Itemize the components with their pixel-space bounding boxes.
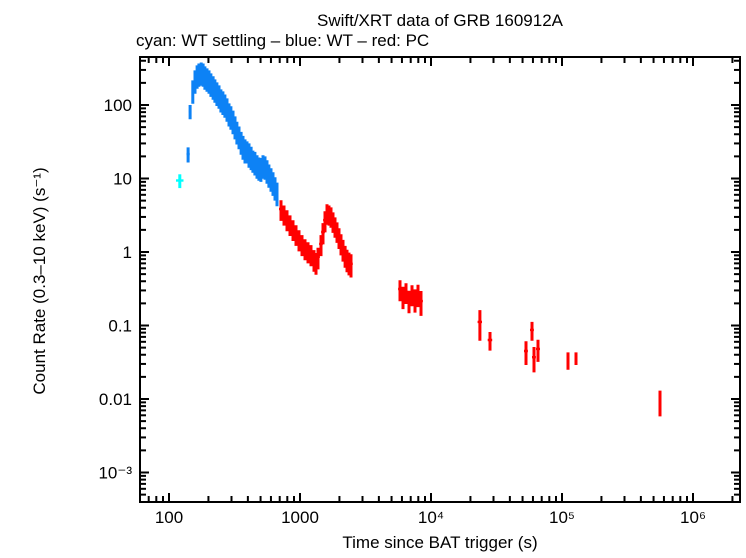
series-wt xyxy=(186,62,279,207)
data-series-layer xyxy=(176,62,662,417)
y-tick-label: 0.1 xyxy=(108,317,132,336)
series-wt-settling xyxy=(176,174,184,189)
y-tick-label: 100 xyxy=(104,96,132,115)
y-axis-label: Count Rate (0.3–10 keV) (s⁻¹) xyxy=(30,167,49,394)
x-tick-label: 100 xyxy=(155,508,183,527)
y-tick-label: 10⁻³ xyxy=(98,464,132,483)
x-tick-label: 10⁵ xyxy=(549,508,575,527)
major-ticks xyxy=(141,58,739,501)
y-tick-label: 10 xyxy=(113,170,132,189)
tick-labels: 100 1000 10⁴ 10⁵ 10⁶ 100 10 1 0.1 0.01 10⁻³ xyxy=(98,96,706,527)
rate-error-bars xyxy=(279,200,662,417)
minor-ticks xyxy=(141,58,739,501)
chart-legend-note: cyan: WT settling – blue: WT – red: PC xyxy=(136,31,429,50)
y-tick-label: 1 xyxy=(123,243,132,262)
x-tick-label: 10⁴ xyxy=(418,508,444,527)
rate-error-bars xyxy=(186,62,279,207)
chart-title: Swift/XRT data of GRB 160912A xyxy=(317,11,564,30)
x-axis-label: Time since BAT trigger (s) xyxy=(342,533,537,552)
x-tick-label: 1000 xyxy=(281,508,319,527)
series-pc xyxy=(279,200,662,417)
x-tick-label: 10⁶ xyxy=(680,508,706,527)
y-tick-label: 0.01 xyxy=(99,390,132,409)
plot-frame xyxy=(139,56,741,503)
